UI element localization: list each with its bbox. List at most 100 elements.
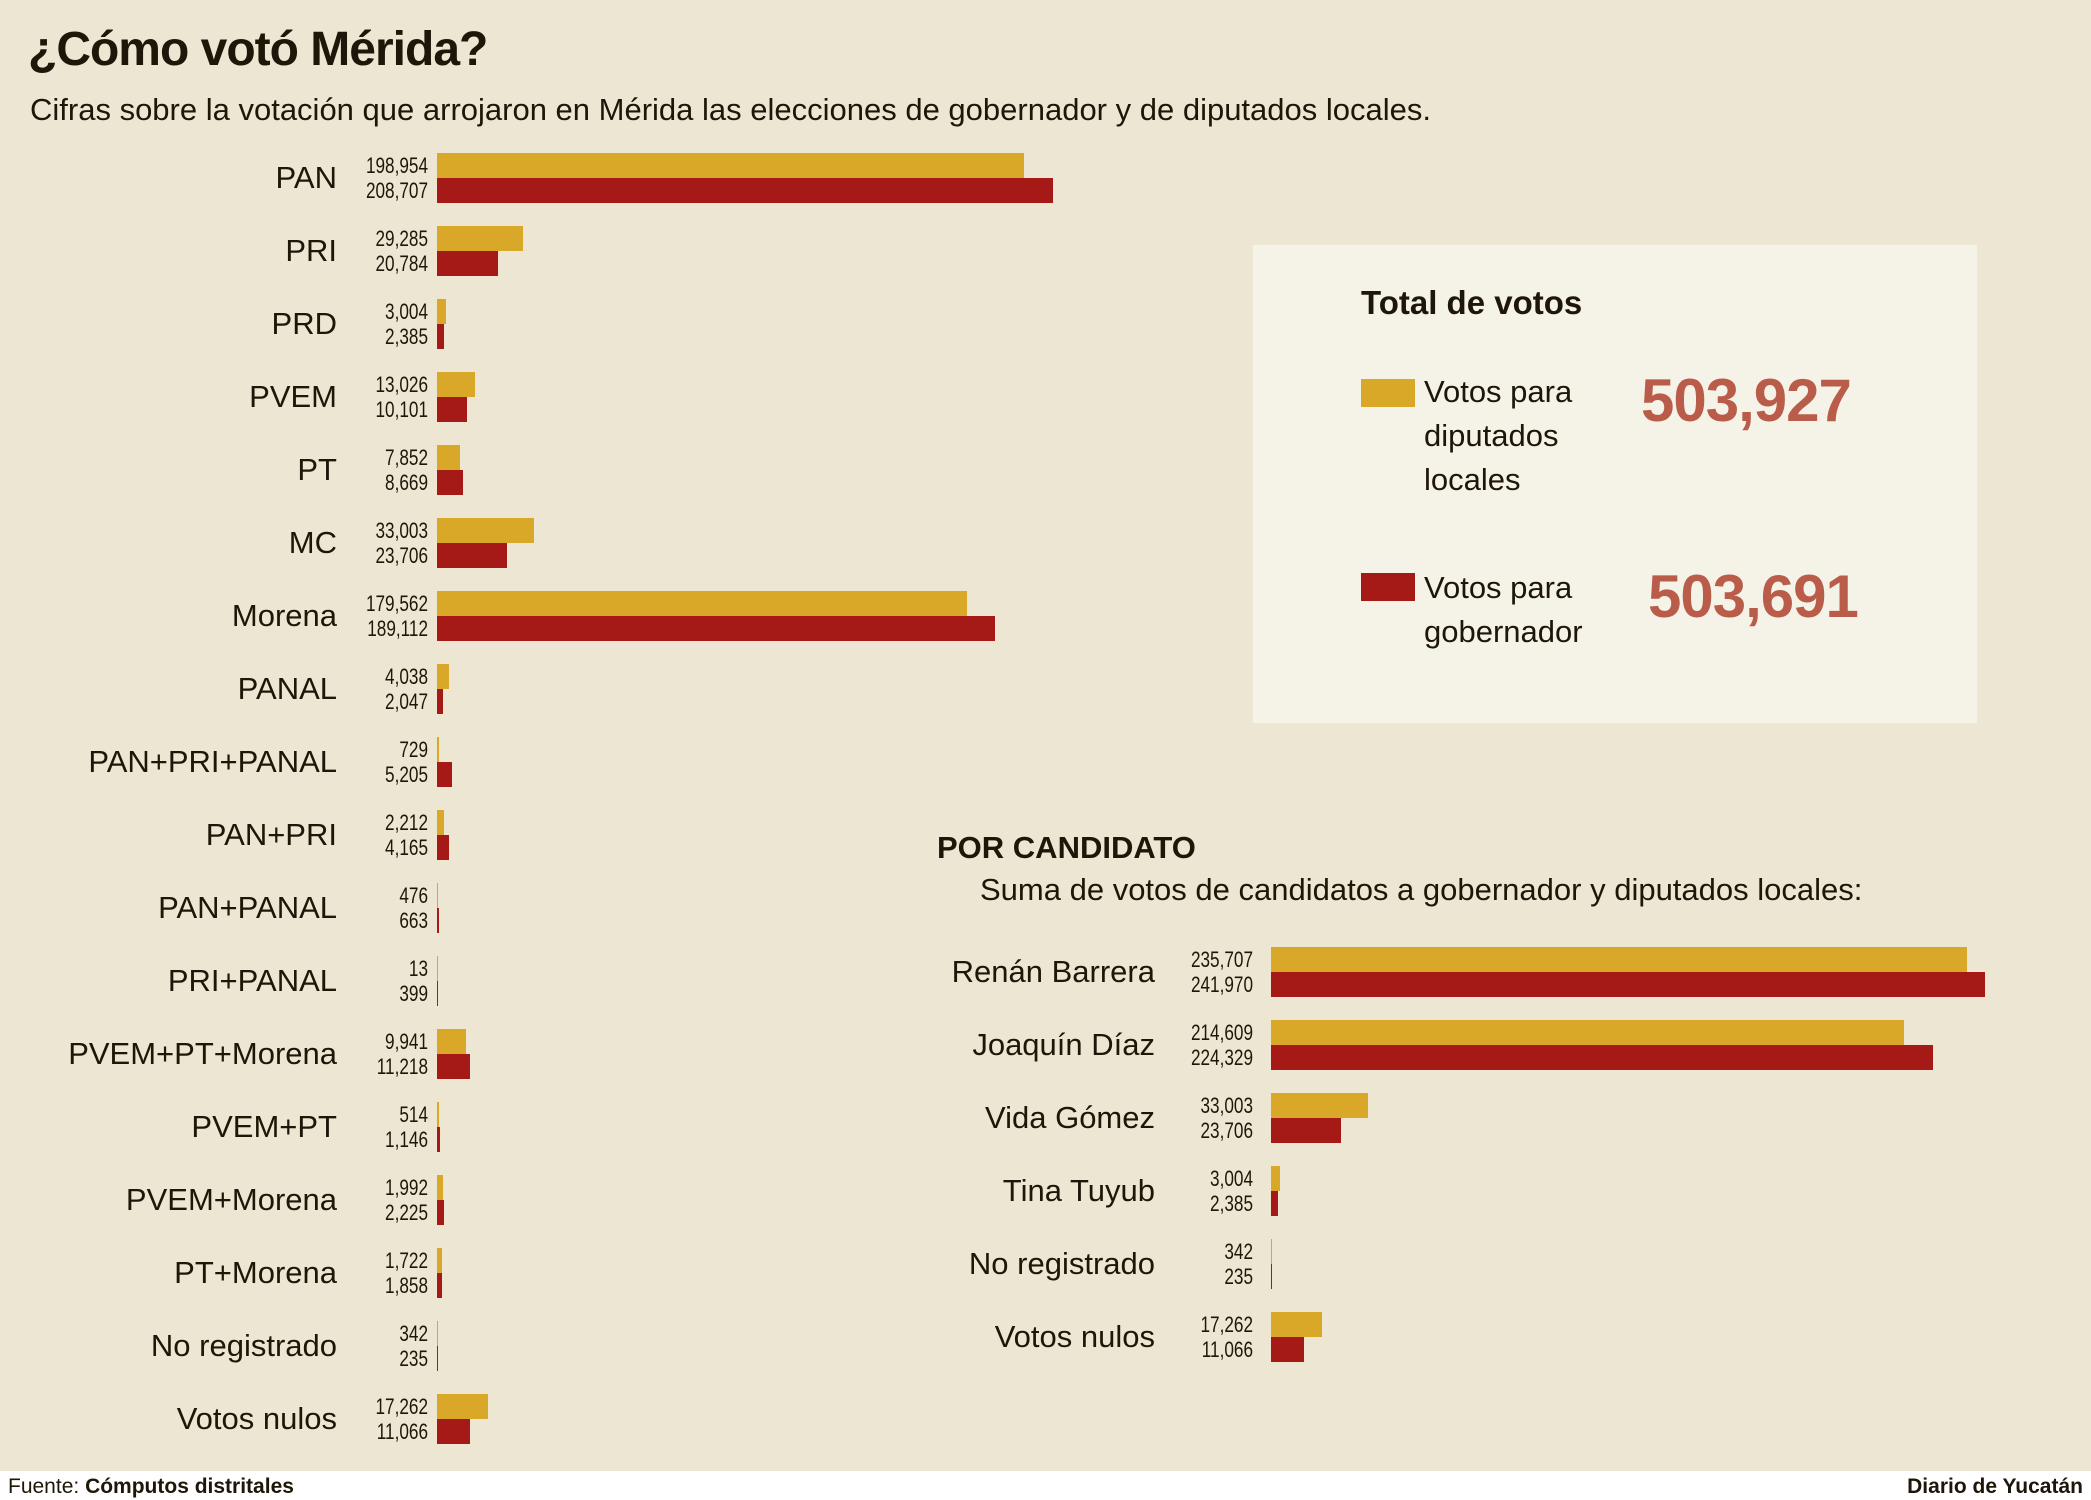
- value-label: 17,262: [375, 1394, 428, 1419]
- value-label: 224,329: [1190, 1045, 1253, 1070]
- bar-diputados: [437, 810, 444, 835]
- bar-diputados: [437, 1248, 443, 1273]
- value-label: 3,004: [385, 299, 428, 324]
- bar-diputados: [437, 1394, 488, 1419]
- category-label: Vida Gómez: [984, 1100, 1155, 1135]
- category-label: Votos nulos: [994, 1319, 1155, 1354]
- bar-diputados: [437, 883, 439, 908]
- bar-gobernador: [1271, 1191, 1279, 1216]
- bar-diputados: [437, 1175, 443, 1200]
- bar-diputados: [437, 226, 524, 251]
- category-label: PRI+PANAL: [167, 963, 337, 998]
- value-label: 3,004: [1210, 1166, 1253, 1191]
- bar-gobernador: [437, 1419, 470, 1444]
- value-label: 235: [399, 1346, 428, 1371]
- bar-diputados: [437, 445, 461, 470]
- legend-line: Votos para: [1424, 374, 1573, 409]
- category-label: PAN+PRI: [205, 817, 337, 852]
- bar-diputados: [1271, 1166, 1280, 1191]
- value-label: 214,609: [1190, 1020, 1253, 1045]
- legend-line: Votos para: [1424, 570, 1573, 605]
- source-name: Cómputos distritales: [85, 1475, 294, 1498]
- category-label: MC: [288, 525, 337, 560]
- value-label: 729: [399, 737, 428, 762]
- bar-gobernador: [437, 689, 444, 714]
- value-label: 2,385: [385, 324, 428, 349]
- bar-diputados: [437, 1102, 439, 1127]
- bar-diputados: [437, 299, 446, 324]
- value-label: 17,262: [1200, 1312, 1253, 1337]
- category-label: PVEM+PT: [191, 1109, 337, 1144]
- value-label: 2,385: [1210, 1191, 1253, 1216]
- bar-diputados: [437, 153, 1025, 178]
- value-label: 13: [408, 956, 428, 981]
- value-label: 23,706: [375, 543, 428, 568]
- bar-diputados: [437, 956, 438, 981]
- bar-gobernador: [437, 1054, 471, 1079]
- value-label: 7,852: [385, 445, 428, 470]
- category-label: PAN: [275, 160, 337, 195]
- bar-gobernador: [1271, 1337, 1304, 1362]
- category-label: PRD: [271, 306, 337, 341]
- value-label: 23,706: [1200, 1118, 1253, 1143]
- bar-gobernador: [437, 1346, 438, 1371]
- category-label: Votos nulos: [176, 1401, 337, 1436]
- bar-gobernador: [437, 178, 1053, 203]
- category-label: PT+Morena: [174, 1255, 337, 1290]
- value-label: 399: [399, 981, 428, 1006]
- value-label: 235: [1224, 1264, 1253, 1289]
- category-label: PT: [297, 452, 337, 487]
- bar-diputados: [1271, 1239, 1272, 1264]
- bar-gobernador: [1271, 1264, 1272, 1289]
- value-label: 13,026: [375, 372, 428, 397]
- bar-gobernador: [437, 835, 450, 860]
- bar-diputados: [437, 1321, 438, 1346]
- value-label: 663: [399, 908, 428, 933]
- category-label: PANAL: [237, 671, 337, 706]
- bar-gobernador: [437, 1127, 441, 1152]
- bar-gobernador: [1271, 972, 1986, 997]
- legend-line: diputados: [1424, 418, 1559, 453]
- bar-diputados: [437, 372, 476, 397]
- bar-gobernador: [437, 908, 439, 933]
- bar-gobernador: [437, 981, 439, 1006]
- bar-diputados: [1271, 1093, 1369, 1118]
- bar-gobernador: [437, 762, 453, 787]
- total-gobernador-value: 503,691: [1648, 563, 1859, 630]
- category-label: Joaquín Díaz: [972, 1027, 1155, 1062]
- value-label: 476: [399, 883, 428, 908]
- value-label: 241,970: [1190, 972, 1253, 997]
- bar-diputados: [437, 1029, 467, 1054]
- value-label: 1,858: [385, 1273, 428, 1298]
- value-label: 514: [399, 1102, 428, 1127]
- value-label: 208,707: [365, 178, 428, 203]
- bar-gobernador: [437, 324, 445, 349]
- value-label: 33,003: [1200, 1093, 1253, 1118]
- category-label: PVEM+Morena: [125, 1182, 337, 1217]
- page-subtitle: Cifras sobre la votación que arrojaron e…: [30, 92, 1431, 127]
- totals-title: Total de votos: [1361, 284, 1583, 321]
- category-label: Tina Tuyub: [1002, 1173, 1155, 1208]
- value-label: 2,225: [385, 1200, 428, 1225]
- bar-gobernador: [437, 543, 507, 568]
- legend-line: locales: [1424, 462, 1521, 497]
- value-label: 1,992: [385, 1175, 428, 1200]
- bar-gobernador: [437, 1273, 443, 1298]
- value-label: 5,205: [385, 762, 428, 787]
- value-label: 4,165: [385, 835, 428, 860]
- bar-diputados: [1271, 1312, 1322, 1337]
- bar-diputados: [1271, 947, 1967, 972]
- value-label: 1,146: [385, 1127, 428, 1152]
- value-label: 189,112: [367, 616, 428, 641]
- footer-brand: Diario de Yucatán: [1907, 1475, 2083, 1498]
- value-label: 33,003: [375, 518, 428, 543]
- value-label: 11,066: [1201, 1337, 1253, 1362]
- legend-label-diputados: Votos para diputados locales: [1424, 370, 1572, 502]
- bar-gobernador: [437, 397, 467, 422]
- bar-diputados: [437, 591, 967, 616]
- legend-line: gobernador: [1424, 614, 1583, 649]
- bar-diputados: [437, 737, 440, 762]
- bar-diputados: [437, 664, 449, 689]
- category-label: No registrado: [968, 1246, 1155, 1281]
